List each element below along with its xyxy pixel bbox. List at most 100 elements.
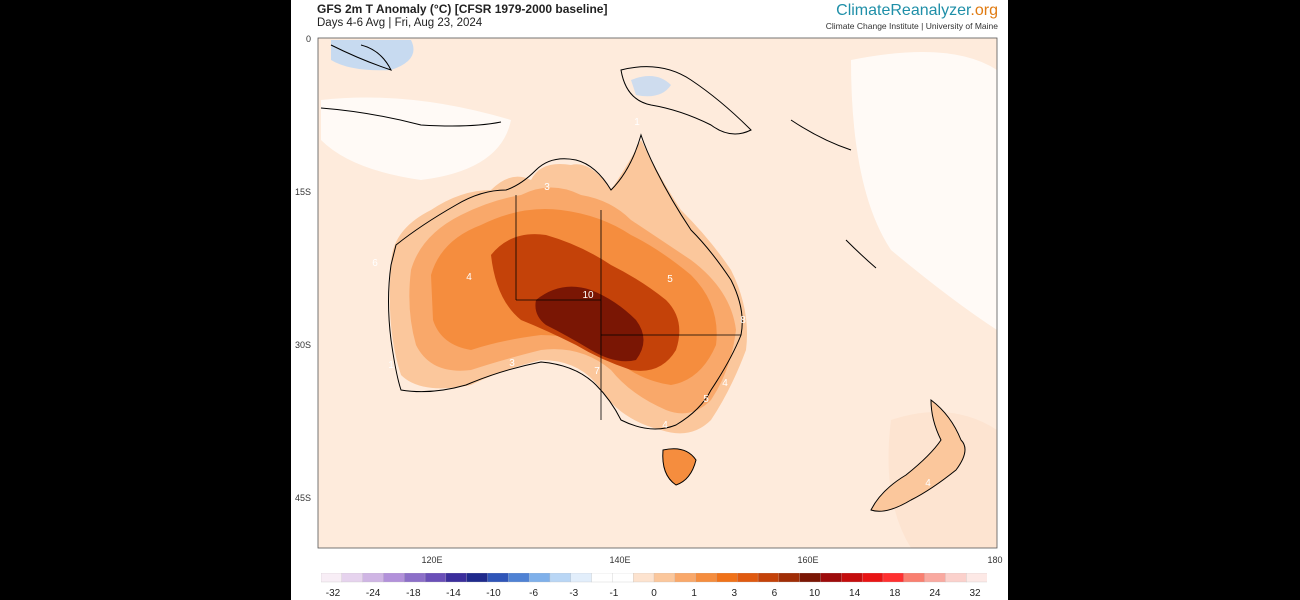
- colorbar-swatch: [799, 573, 821, 583]
- contour-label: 1: [388, 360, 394, 371]
- colorbar-label: 24: [929, 588, 941, 599]
- colorbar-label: 0: [651, 588, 657, 599]
- contour-label: 4: [925, 478, 931, 489]
- colorbar-swatch: [674, 573, 697, 583]
- colorbar-label: -32: [326, 588, 341, 599]
- colorbar-label: 10: [809, 588, 821, 599]
- cool-patch-png: [631, 76, 671, 97]
- colorbar-swatch: [966, 573, 987, 583]
- contour-label: 4: [466, 272, 472, 283]
- contour-label: 6: [372, 258, 378, 269]
- colorbar-swatch: [362, 573, 384, 583]
- colorbar-label: 18: [889, 588, 901, 599]
- colorbar-swatch: [653, 573, 676, 583]
- colorbar-swatch: [591, 573, 613, 583]
- australia-coast: [388, 133, 743, 430]
- map-area: [318, 38, 997, 548]
- colorbar-label: -24: [366, 588, 381, 599]
- colorbar-label: 3: [732, 588, 738, 599]
- brand-subtitle: Climate Change Institute | University of…: [825, 21, 998, 31]
- colorbar-label: 6: [772, 588, 778, 599]
- colorbar-labels: -32 -24 -18 -14 -10 -6 -3 -1 0 1 3 6 10 14 18 24 32: [326, 588, 981, 599]
- colorbar-swatches: [321, 573, 987, 583]
- contour-label: 1: [634, 117, 640, 128]
- lon-tick-label: 180: [987, 555, 1002, 565]
- colorbar-swatch: [528, 573, 551, 583]
- colorbar-swatch: [612, 573, 634, 583]
- colorbar-swatch: [841, 573, 863, 583]
- neutral-patch-west: [321, 97, 511, 180]
- lat-tick-label: 0: [306, 34, 311, 44]
- colorbar-swatch: [466, 573, 488, 583]
- colorbar-swatch: [757, 573, 780, 583]
- anomaly-map: 3 4 10 5 8 3 7 4 5 4 1 4 6 1 0 15S 30S 4…: [295, 34, 1003, 565]
- new-guinea-coast: [620, 66, 752, 135]
- colorbar: -32 -24 -18 -14 -10 -6 -3 -1 0 1 3 6 10 14 18 24 32: [321, 573, 987, 599]
- map-title: GFS 2m T Anomaly (°C) [CFSR 1979-2000 ba…: [317, 2, 608, 16]
- contour-label: 7: [594, 366, 600, 377]
- contour-labels: 3 4 10 5 8 3 7 4 5 4 1 4 6 1: [372, 117, 931, 489]
- tasmania-coast: [662, 448, 697, 486]
- colorbar-swatch: [716, 573, 738, 583]
- colorbar-label: -14: [446, 588, 461, 599]
- colorbar-swatch: [404, 573, 426, 583]
- indonesia-coast: [320, 107, 502, 127]
- lon-tick-label: 120E: [421, 555, 442, 565]
- lon-tick-label: 140E: [609, 555, 630, 565]
- map-subtitle: Days 4-6 Avg | Fri, Aug 23, 2024: [317, 17, 483, 29]
- colorbar-swatch: [341, 573, 364, 583]
- borneo-coast: [330, 44, 392, 71]
- brand-name: ClimateReanalyzer: [836, 2, 971, 19]
- colorbar-label: 1: [691, 588, 697, 599]
- contour-label: 4: [662, 420, 668, 431]
- colorbar-swatch: [633, 573, 655, 583]
- coastlines: [320, 44, 966, 512]
- colorbar-swatch: [945, 573, 967, 583]
- colorbar-swatch: [903, 573, 926, 583]
- colorbar-label: 14: [849, 588, 861, 599]
- colorbar-swatch: [383, 573, 405, 583]
- brand-logo[interactable]: ClimateReanalyzer.org Climate Change Ins…: [826, 2, 998, 31]
- tasmania-anomaly: [662, 448, 696, 485]
- lat-tick-label: 45S: [295, 493, 311, 503]
- latitude-axis: 0 15S 30S 45S: [295, 34, 311, 503]
- contour-label: 3: [544, 182, 550, 193]
- solomon-coast: [790, 119, 852, 151]
- colorbar-swatch: [508, 573, 530, 583]
- colorbar-label: -6: [529, 588, 538, 599]
- longitude-axis: 120E 140E 160E 180: [421, 555, 1002, 565]
- colorbar-label: -18: [406, 588, 421, 599]
- brand-domain: .org: [970, 2, 998, 19]
- colorbar-swatch: [820, 573, 842, 583]
- colorbar-swatch: [737, 573, 759, 583]
- colorbar-swatch: [861, 573, 884, 583]
- cool-patch-north: [331, 40, 414, 71]
- colorbar-swatch: [570, 573, 593, 583]
- vanuatu-coast: [845, 239, 877, 269]
- anomaly-14-18: [535, 286, 644, 362]
- neutral-patch-east: [851, 52, 997, 330]
- map-panel: GFS 2m T Anomaly (°C) [CFSR 1979-2000 ba…: [291, 0, 1008, 600]
- contour-label: 8: [740, 315, 746, 326]
- colorbar-label: -3: [569, 588, 578, 599]
- contour-label: 5: [703, 394, 709, 405]
- colorbar-swatch: [321, 573, 343, 583]
- colorbar-swatch: [882, 573, 905, 583]
- contour-label: 10: [582, 290, 594, 301]
- lat-tick-label: 15S: [295, 187, 311, 197]
- colorbar-swatch: [778, 573, 801, 583]
- map-frame: [317, 37, 998, 549]
- colorbar-swatch: [549, 573, 572, 583]
- colorbar-swatch: [695, 573, 717, 583]
- contour-label: 3: [509, 358, 515, 369]
- state-borders: [515, 195, 741, 420]
- lon-tick-label: 160E: [797, 555, 818, 565]
- colorbar-swatch: [487, 573, 509, 583]
- colorbar-label: -10: [486, 588, 501, 599]
- new-zealand-coast: [870, 398, 966, 512]
- lat-tick-label: 30S: [295, 340, 311, 350]
- contour-label: 5: [667, 274, 673, 285]
- colorbar-swatch: [924, 573, 946, 583]
- colorbar-swatch: [445, 573, 468, 583]
- colorbar-swatch: [424, 573, 447, 583]
